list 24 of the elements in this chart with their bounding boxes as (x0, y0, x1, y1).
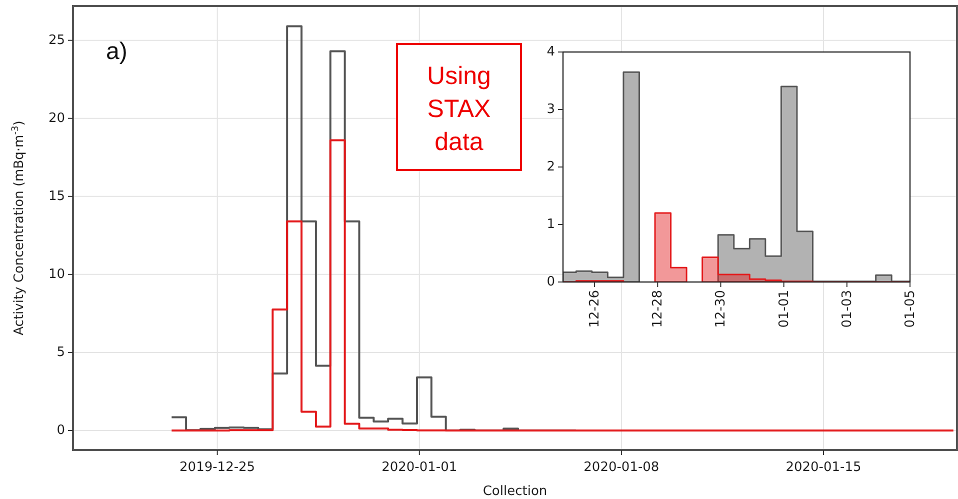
x-tick-label: 12-28 (650, 290, 666, 328)
y-tick-label: 1 (546, 217, 555, 232)
x-tick-label: 2019-12-25 (180, 460, 256, 475)
y-tick-label: 5 (56, 344, 65, 360)
y-tick-label: 0 (56, 422, 65, 438)
y-tick-label: 0 (546, 274, 555, 290)
x-tick-label: 2020-01-01 (382, 460, 458, 475)
x-tick-label: 01-05 (903, 290, 918, 328)
y-tick-label: 25 (48, 32, 65, 48)
y-tick-label: 4 (546, 44, 555, 60)
annotation: Using STAX data (427, 62, 492, 156)
x-tick-label: 01-03 (840, 290, 855, 328)
y-tick-label: 3 (546, 102, 555, 117)
annotation: a) (106, 38, 128, 65)
x-tick-label: 12-30 (714, 290, 729, 328)
y-tick-label: 20 (48, 110, 65, 126)
y-tick-label: 15 (48, 188, 65, 204)
x-axis-title: Collection (482, 484, 548, 499)
y-tick-label: 10 (48, 266, 65, 282)
x-tick-label: 01-01 (776, 290, 792, 328)
y-tick-label: 2 (546, 160, 555, 174)
x-tick-label: 2020-01-08 (584, 460, 660, 475)
x-tick-label: 12-26 (588, 290, 603, 328)
x-tick-label: 2020-01-15 (786, 460, 862, 475)
